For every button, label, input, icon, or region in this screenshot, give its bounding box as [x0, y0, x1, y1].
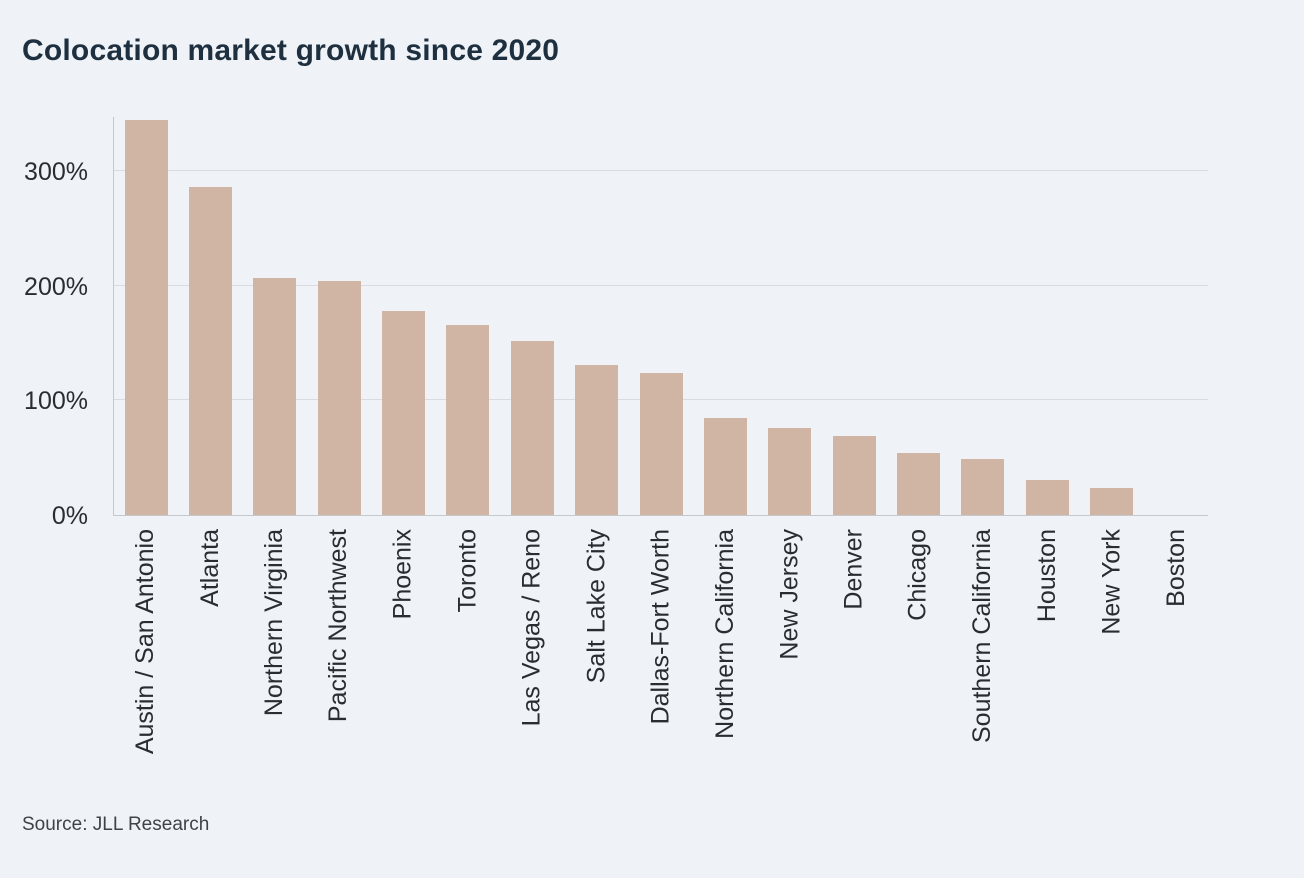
bar-slot	[822, 117, 886, 515]
y-axis-tick: 100%	[24, 387, 88, 416]
x-axis-label: Las Vegas / Reno	[517, 529, 546, 727]
x-axis-label: Northern Virginia	[260, 529, 289, 717]
bar-southern-california	[961, 458, 1005, 515]
bar-houston	[1025, 479, 1069, 515]
x-axis-label-slot: New Jersey	[757, 517, 821, 807]
x-axis-label-slot: Dallas-Fort Worth	[628, 517, 692, 807]
bar-slot	[693, 117, 757, 515]
x-axis-label-slot: Pacific Northwest	[306, 517, 370, 807]
x-axis-label-slot: Boston	[1144, 517, 1208, 807]
x-axis: Austin / San Antonio Atlanta Northern Virg…	[113, 517, 1208, 807]
x-axis-label-slot: Denver	[821, 517, 885, 807]
bar-northern-california	[703, 417, 747, 515]
x-axis-label-slot: Toronto	[435, 517, 499, 807]
bar-toronto	[446, 325, 490, 515]
x-axis-label: Pacific Northwest	[324, 529, 353, 723]
x-axis-label-slot: Northern California	[693, 517, 757, 807]
x-axis-label: Austin / San Antonio	[131, 529, 160, 755]
gridline-200	[114, 284, 1208, 286]
x-axis-label: Salt Lake City	[582, 529, 611, 684]
x-axis-label: Northern California	[710, 529, 739, 739]
x-axis-label-slot: Phoenix	[371, 517, 435, 807]
bar-slot	[951, 117, 1015, 515]
y-axis-tick: 0%	[51, 502, 88, 530]
x-axis-label: Dallas-Fort Worth	[646, 529, 675, 725]
bar-series	[114, 117, 1208, 515]
source-note: Source: JLL Research	[22, 814, 210, 835]
bar-slot	[1015, 117, 1079, 515]
x-axis-label-slot: New York	[1079, 517, 1143, 807]
bar-slot	[629, 117, 693, 515]
x-axis-label-slot: Salt Lake City	[564, 517, 628, 807]
bar-slot	[307, 117, 371, 515]
bar-slot	[886, 117, 950, 515]
bar-slot	[371, 117, 435, 515]
bar-dallas-fort-worth	[639, 373, 683, 515]
bar-slot	[243, 117, 307, 515]
x-axis-label-slot: Austin / San Antonio	[113, 517, 177, 807]
bar-slot	[1079, 117, 1143, 515]
x-axis-label-slot: Southern California	[950, 517, 1014, 807]
x-axis-label-slot: Las Vegas / Reno	[499, 517, 563, 807]
bar-salt-lake-city	[575, 365, 619, 515]
bar-new-york	[1090, 487, 1134, 515]
bar-slot	[758, 117, 822, 515]
x-axis-label-slot: Atlanta	[177, 517, 241, 807]
x-axis-label-slot: Northern Virginia	[242, 517, 306, 807]
x-axis-label-slot: Chicago	[886, 517, 950, 807]
y-axis-tick: 200%	[24, 272, 88, 301]
x-axis-label: Southern California	[968, 529, 997, 744]
x-axis-label: New York	[1097, 529, 1126, 635]
bar-denver	[832, 436, 876, 515]
bar-northern-virginia	[253, 278, 297, 515]
x-axis-label: Toronto	[453, 529, 482, 613]
bar-slot	[565, 117, 629, 515]
bar-new-jersey	[768, 428, 812, 515]
bar-slot	[1144, 117, 1208, 515]
bar-slot	[114, 117, 178, 515]
x-axis-label-slot: Houston	[1015, 517, 1079, 807]
x-axis-label: Boston	[1161, 529, 1190, 607]
x-axis-label: New Jersey	[775, 529, 804, 660]
plot-area	[113, 117, 1208, 516]
bar-slot	[436, 117, 500, 515]
gridline-300	[114, 170, 1208, 171]
bar-slot	[500, 117, 564, 515]
bar-las-vegas-reno	[510, 341, 554, 515]
x-axis-label: Atlanta	[195, 529, 224, 607]
bar-slot	[178, 117, 242, 515]
x-axis-label: Chicago	[904, 529, 933, 621]
bar-phoenix	[382, 311, 426, 515]
bar-atlanta	[189, 186, 233, 515]
chart-title: Colocation market growth since 2020	[22, 34, 560, 67]
bar-pacific-northwest	[317, 280, 361, 515]
x-axis-label: Phoenix	[388, 529, 417, 620]
x-axis-label: Denver	[839, 529, 868, 610]
bar-austin-san-antonio	[124, 120, 168, 515]
x-axis-label: Houston	[1032, 529, 1061, 623]
bar-chicago	[896, 453, 940, 515]
y-axis-tick: 300%	[24, 158, 88, 186]
